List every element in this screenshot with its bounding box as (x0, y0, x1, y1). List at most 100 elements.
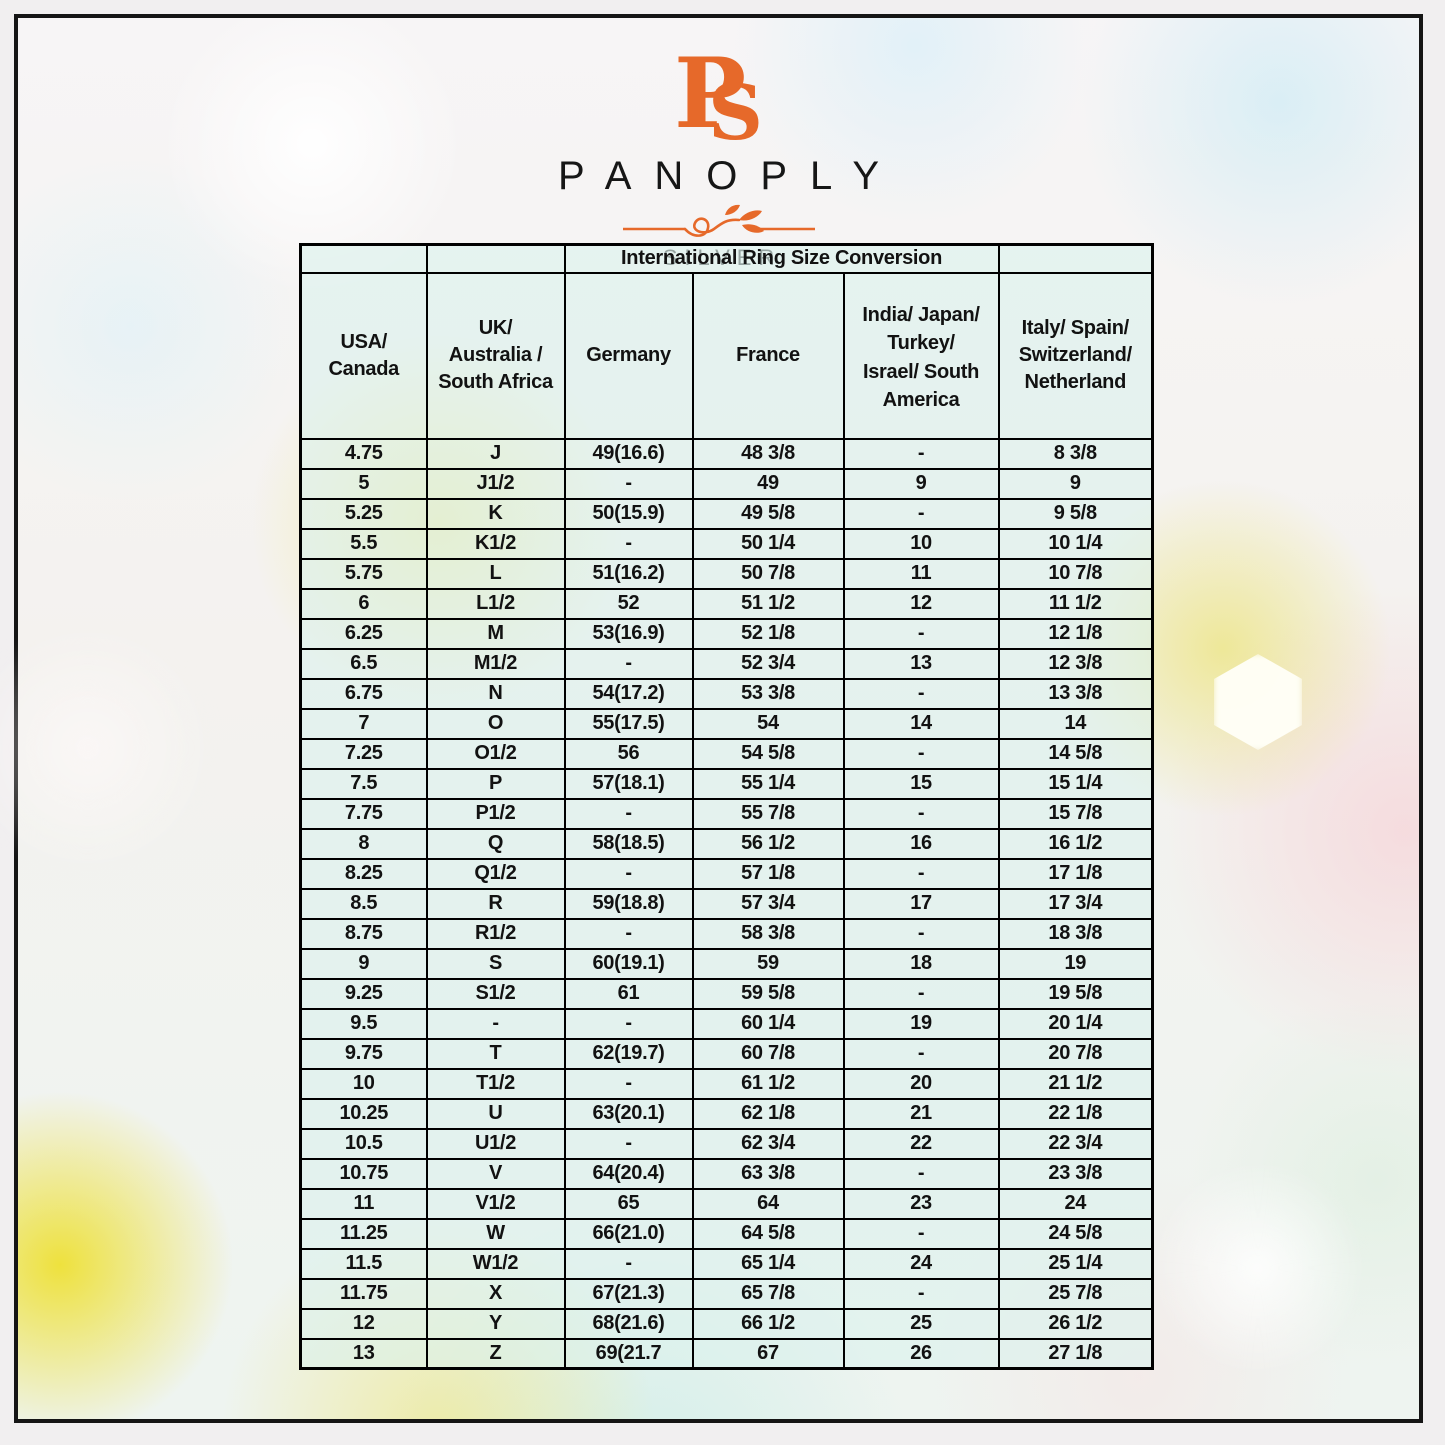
cell-germany: 62(19.7) (563, 1037, 694, 1070)
monogram-letter-s: S (708, 68, 764, 157)
cell-italy-spain: 15 1/4 (997, 767, 1154, 800)
col-header-uk-australia-south-africa: UK/ Australia / South Africa (425, 271, 566, 440)
cell-india-japan: 10 (842, 527, 1000, 560)
cell-france: 57 3/4 (691, 887, 845, 920)
cell-india-japan: - (842, 977, 1000, 1010)
table-row: 8.75 R1/2-58 3/8-18 3/8 (299, 917, 1154, 950)
cell-italy-spain: 25 1/4 (997, 1247, 1154, 1280)
cell-uk-size: L (425, 557, 566, 590)
cell-usa-canada: 5.75 (299, 557, 428, 590)
col-header-india-japan-turkey-israel-south-america: India/ Japan/ Turkey/ Israel/ South Amer… (842, 271, 1000, 440)
cell-usa-canada: 4.75 (299, 437, 428, 470)
cell-usa-canada: 7.5 (299, 767, 428, 800)
cell-uk-size: V (425, 1157, 566, 1190)
cell-france: 65 1/4 (691, 1247, 845, 1280)
cell-italy-spain: 21 1/2 (997, 1067, 1154, 1100)
table-row: 6.5 M1/2-52 3/4 13 12 3/8 (299, 647, 1154, 680)
cell-italy-spain: 12 1/8 (997, 617, 1154, 650)
title-spacer-cell (425, 243, 566, 274)
cell-india-japan: - (842, 737, 1000, 770)
cell-germany: 56 (563, 737, 694, 770)
cell-india-japan: - (842, 1277, 1000, 1310)
hexagon-bokeh-highlight (1214, 654, 1302, 750)
table-row: 7.25 O1/2 56 54 5/8-14 5/8 (299, 737, 1154, 770)
cell-india-japan: - (842, 857, 1000, 890)
table-row: 5 J1/2-49 9 9 (299, 467, 1154, 500)
cell-india-japan: 12 (842, 587, 1000, 620)
table-row: 13 Z 69(21.7 67 26 27 1/8 (299, 1337, 1154, 1370)
cell-uk-size: P (425, 767, 566, 800)
cell-usa-canada: 6.5 (299, 647, 428, 680)
cell-germany: 49(16.6) (563, 437, 694, 470)
cell-italy-spain: 12 3/8 (997, 647, 1154, 680)
cell-italy-spain: 8 3/8 (997, 437, 1154, 470)
table-row: 11.75 X 67(21.3) 65 7/8-25 7/8 (299, 1277, 1154, 1310)
image-frame: PS PANOPLY SILVER International Ring (0, 14, 1423, 1423)
cell-india-japan: - (842, 1217, 1000, 1250)
table-row: 11.25 W 66(21.0) 64 5/8-24 5/8 (299, 1217, 1154, 1250)
cell-italy-spain: 23 3/8 (997, 1157, 1154, 1190)
cell-usa-canada: 6.75 (299, 677, 428, 710)
brand-name: PANOPLY (557, 154, 903, 198)
cell-india-japan: - (842, 497, 1000, 530)
cell-france: 50 1/4 (691, 527, 845, 560)
cell-italy-spain: 17 1/8 (997, 857, 1154, 890)
cell-uk-size: X (425, 1277, 566, 1310)
cell-india-japan: 24 (842, 1247, 1000, 1280)
table-row: 6.25 M 53(16.9) 52 1/8-12 1/8 (299, 617, 1154, 650)
cell-france: 65 7/8 (691, 1277, 845, 1310)
cell-usa-canada: 10 (299, 1067, 428, 1100)
brand-logo: PS PANOPLY SILVER (18, 46, 1419, 271)
cell-usa-canada: 9 (299, 947, 428, 980)
cell-uk-size: L1/2 (425, 587, 566, 620)
cell-india-japan: 15 (842, 767, 1000, 800)
table-row: 11.5 W1/2-65 1/4 24 25 1/4 (299, 1247, 1154, 1280)
table-row: 5.75 L 51(16.2) 50 7/8 11 10 7/8 (299, 557, 1154, 590)
cell-france: 54 (691, 707, 845, 740)
cell-france: 63 3/8 (691, 1157, 845, 1190)
cell-usa-canada: 10.5 (299, 1127, 428, 1160)
cell-germany: 67(21.3) (563, 1277, 694, 1310)
table-row: 9 S 60(19.1) 59 18 19 (299, 947, 1154, 980)
cell-india-japan: 19 (842, 1007, 1000, 1040)
cell-usa-canada: 7.75 (299, 797, 428, 830)
cell-usa-canada: 11.25 (299, 1217, 428, 1250)
cell-usa-canada: 9.75 (299, 1037, 428, 1070)
cell-germany: - (563, 797, 694, 830)
cell-france: 62 1/8 (691, 1097, 845, 1130)
cell-india-japan: - (842, 797, 1000, 830)
monogram-letter-p: P (673, 37, 747, 150)
cell-france: 66 1/2 (691, 1307, 845, 1340)
cell-usa-canada: 8.25 (299, 857, 428, 890)
cell-italy-spain: 9 5/8 (997, 497, 1154, 530)
cell-germany: - (563, 467, 694, 500)
cell-france: 59 5/8 (691, 977, 845, 1010)
cell-usa-canada: 8 (299, 827, 428, 860)
ps-monogram: PS (18, 46, 1419, 158)
cell-italy-spain: 15 7/8 (997, 797, 1154, 830)
cell-germany: - (563, 1007, 694, 1040)
cell-india-japan: - (842, 437, 1000, 470)
cell-india-japan: 20 (842, 1067, 1000, 1100)
cell-france: 54 5/8 (691, 737, 845, 770)
cell-usa-canada: 11.5 (299, 1247, 428, 1280)
cell-germany: 60(19.1) (563, 947, 694, 980)
cell-uk-size: Z (425, 1337, 566, 1370)
cell-india-japan: 17 (842, 887, 1000, 920)
cell-uk-size: M (425, 617, 566, 650)
cell-india-japan: 22 (842, 1127, 1000, 1160)
cell-germany: 52 (563, 587, 694, 620)
cell-india-japan: 14 (842, 707, 1000, 740)
table-row: 12 Y 68(21.6) 66 1/2 25 26 1/2 (299, 1307, 1154, 1340)
cell-usa-canada: 5.5 (299, 527, 428, 560)
table-row: 10.25 U 63(20.1) 62 1/8 21 22 1/8 (299, 1097, 1154, 1130)
table-row: 6.75 N 54(17.2) 53 3/8-13 3/8 (299, 677, 1154, 710)
cell-uk-size: T1/2 (425, 1067, 566, 1100)
cell-usa-canada: 7.25 (299, 737, 428, 770)
cell-india-japan: - (842, 617, 1000, 650)
cell-usa-canada: 5 (299, 467, 428, 500)
cell-germany: 69(21.7 (563, 1337, 694, 1370)
cell-uk-size: Y (425, 1307, 566, 1340)
cell-uk-size: W (425, 1217, 566, 1250)
title-spacer-cell (997, 243, 1154, 274)
